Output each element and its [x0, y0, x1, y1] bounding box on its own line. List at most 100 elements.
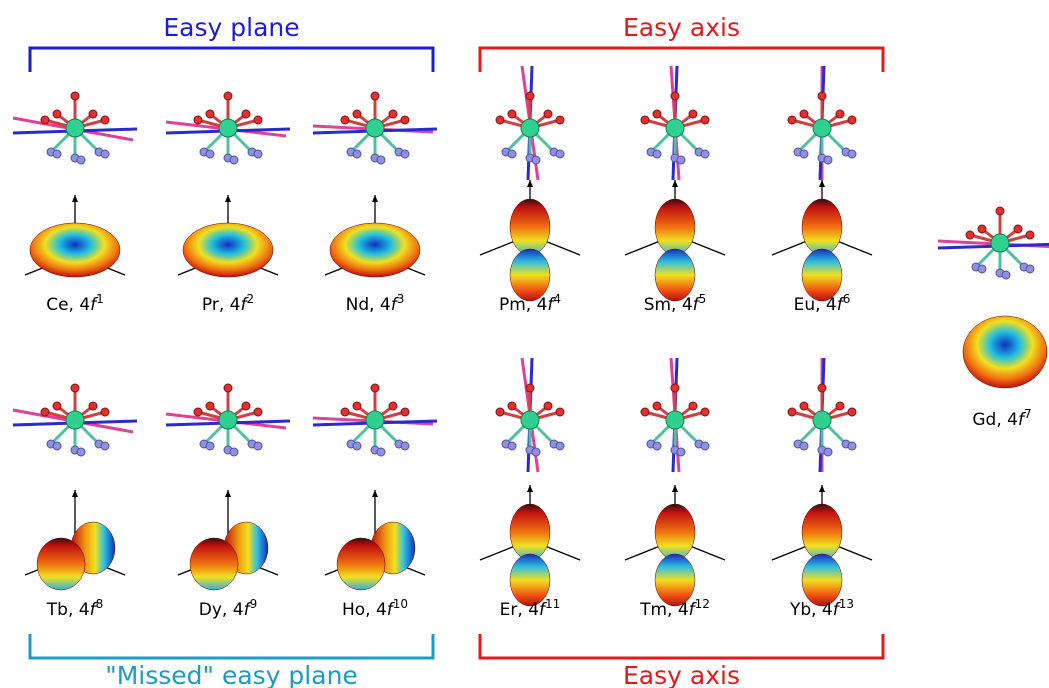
- element-config: Eu, 4: [794, 295, 837, 315]
- oxygen: [371, 384, 379, 392]
- nitrogen: [53, 442, 61, 450]
- nitrogen: [401, 150, 409, 158]
- oxygen: [254, 116, 262, 124]
- lobe-lower: [802, 554, 842, 606]
- oxygen: [1026, 231, 1034, 239]
- oxygen: [101, 408, 109, 416]
- oxygen: [848, 116, 856, 124]
- metal-ion: [813, 119, 831, 137]
- oxygen: [508, 110, 516, 118]
- group-title: "Missed" easy plane: [105, 661, 358, 688]
- arrowhead: [819, 485, 825, 492]
- molecule: [166, 92, 290, 164]
- oxygen: [242, 110, 250, 118]
- nitrogen: [77, 156, 85, 164]
- oxygen: [341, 408, 349, 416]
- oxygen: [966, 231, 974, 239]
- metal-ion: [521, 119, 539, 137]
- ion-label: Er, 4f11: [500, 597, 561, 620]
- superscript: 11: [545, 597, 560, 611]
- ion-label: Sm, 4f5: [644, 292, 707, 315]
- lobe-lower: [510, 554, 550, 606]
- nitrogen: [53, 150, 61, 158]
- oxygen: [526, 384, 534, 392]
- bracket: [480, 634, 883, 658]
- arrowhead: [372, 195, 378, 202]
- nitrogen: [978, 265, 986, 273]
- ion-label: Nd, 4f3: [346, 292, 405, 315]
- metal-ion: [219, 411, 237, 429]
- lobe-upper: [655, 504, 695, 560]
- lobe-upper: [802, 199, 842, 255]
- arrowhead: [225, 195, 231, 202]
- molecule: [313, 92, 437, 164]
- nitrogen: [401, 442, 409, 450]
- oxygen: [800, 110, 808, 118]
- ion-label: Pm, 4f4: [499, 292, 561, 315]
- metal-ion: [66, 411, 84, 429]
- nitrogen: [508, 442, 516, 450]
- group-title: Easy plane: [163, 13, 299, 42]
- nitrogen: [653, 150, 661, 158]
- oxygen: [206, 110, 214, 118]
- oxygen: [389, 402, 397, 410]
- oxygen: [101, 116, 109, 124]
- element-config: Er, 4: [500, 600, 539, 620]
- element-config: Tb, 4: [46, 600, 90, 620]
- sphere: [963, 316, 1047, 388]
- element-config: Gd, 4: [972, 410, 1018, 430]
- torus: [330, 223, 420, 277]
- oxygen: [544, 110, 552, 118]
- oxygen: [508, 402, 516, 410]
- element-config: Pr, 4: [202, 295, 241, 315]
- oxygen: [371, 92, 379, 100]
- nitrogen: [230, 156, 238, 164]
- ion-label: Ce, 4f1: [46, 292, 104, 315]
- oxygen: [71, 92, 79, 100]
- oxygen: [836, 402, 844, 410]
- oxygen: [353, 402, 361, 410]
- molecule: [313, 384, 437, 456]
- torus: [30, 223, 120, 277]
- oxygen: [353, 110, 361, 118]
- nitrogen: [824, 448, 832, 456]
- metal-ion: [66, 119, 84, 137]
- oxygen: [671, 92, 679, 100]
- oxygen: [194, 116, 202, 124]
- arrowhead: [672, 485, 678, 492]
- oxygen: [53, 402, 61, 410]
- molecule: [13, 92, 137, 164]
- oxygen: [41, 408, 49, 416]
- element-config: Dy, 4: [199, 600, 244, 620]
- oxygen: [526, 92, 534, 100]
- arrowhead: [527, 180, 533, 187]
- nitrogen: [677, 448, 685, 456]
- superscript: 4: [553, 292, 561, 306]
- oxygen: [1014, 225, 1022, 233]
- group-title: Easy axis: [623, 661, 740, 688]
- nitrogen: [824, 156, 832, 164]
- lobe-lower: [510, 249, 550, 301]
- oxygen: [41, 116, 49, 124]
- arrowhead: [527, 485, 533, 492]
- oxygen: [544, 402, 552, 410]
- element-config: Ho, 4: [342, 600, 387, 620]
- element-config: Nd, 4: [346, 295, 391, 315]
- superscript: 7: [1024, 407, 1032, 421]
- nitrogen: [701, 442, 709, 450]
- molecule: [938, 207, 1049, 279]
- arrowhead: [372, 490, 378, 497]
- ion-label: Yb, 4f13: [789, 597, 854, 620]
- oxygen: [89, 110, 97, 118]
- ion-label: Tm, 4f12: [639, 597, 710, 620]
- torus: [183, 223, 273, 277]
- nitrogen: [701, 150, 709, 158]
- element-config: Yb, 4: [789, 600, 833, 620]
- ion-label: Eu, 4f6: [794, 292, 851, 315]
- oxygen: [818, 92, 826, 100]
- nitrogen: [653, 442, 661, 450]
- bracket: [30, 634, 433, 658]
- nitrogen: [206, 150, 214, 158]
- superscript: 12: [695, 597, 710, 611]
- oxygen: [701, 116, 709, 124]
